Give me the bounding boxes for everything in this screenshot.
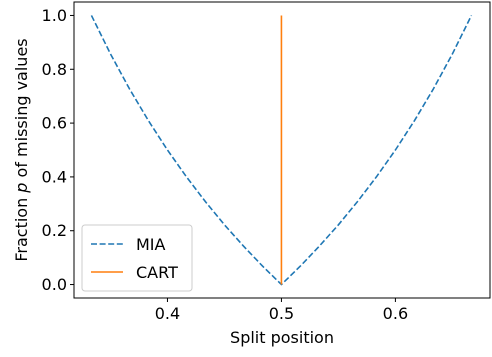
y-tick-label: 0.6: [42, 114, 67, 133]
legend-label-mia: MIA: [136, 235, 166, 254]
y-tick-label: 0.8: [42, 60, 67, 79]
legend: MIA CART: [81, 224, 193, 292]
x-tick-label: 0.4: [155, 304, 180, 323]
legend-box: [81, 224, 193, 292]
plot-lines: [90, 15, 473, 286]
x-tick-label: 0.6: [383, 304, 408, 323]
y-tick-label: 0.2: [42, 221, 67, 240]
y-tick-label: 1.0: [42, 6, 67, 25]
y-axis: 0.0 0.2 0.4 0.6 0.8 1.0: [42, 6, 74, 294]
plot-area-frame: [73, 1, 491, 299]
x-tick-label: 0.5: [269, 304, 294, 323]
legend-label-cart: CART: [136, 263, 178, 282]
y-tick-label: 0.0: [42, 275, 67, 294]
y-tick-label: 0.4: [42, 167, 67, 186]
x-axis-title: Split position: [230, 328, 334, 347]
y-axis-title: Fraction p of missing values: [12, 38, 31, 261]
x-axis: 0.4 0.5 0.6: [155, 298, 408, 323]
